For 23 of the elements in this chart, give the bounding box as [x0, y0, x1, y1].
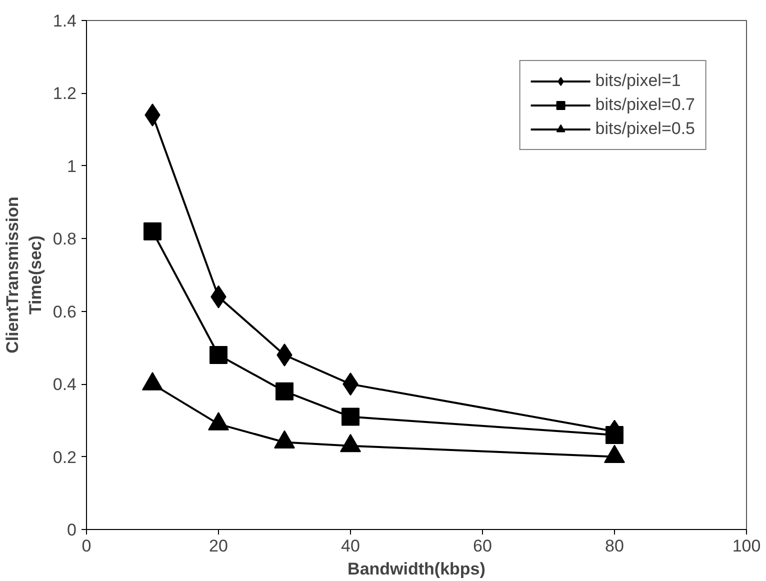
x-tick-label: 60 — [473, 536, 492, 556]
y-tick-label: 0.8 — [52, 230, 77, 249]
point — [144, 222, 162, 240]
x-tick-label: 0 — [82, 536, 92, 556]
y-tick-label: 1.4 — [52, 12, 77, 30]
x-tick-label: 100 — [732, 536, 761, 556]
y-tick-label: 0 — [67, 520, 77, 540]
y-tick-label: 0.2 — [52, 448, 77, 467]
y-tick-label: 0.6 — [52, 302, 77, 322]
y-axis-title: ClientTransmission Time(sec) — [3, 196, 45, 354]
y-tick-label: 1.2 — [52, 84, 77, 104]
x-tick-label: 20 — [209, 536, 228, 556]
point — [276, 382, 294, 400]
point — [342, 408, 360, 426]
x-tick-label: 40 — [341, 536, 360, 556]
legend-label: bits/pixel=0.5 — [595, 119, 695, 139]
legend-label: bits/pixel=1 — [595, 71, 681, 91]
x-axis-title: Bandwidth(kbps) — [348, 560, 486, 578]
legend-label: bits/pixel=0.7 — [595, 95, 695, 115]
y-tick-label: 1 — [67, 156, 77, 176]
y-tick-label: 0.4 — [52, 375, 77, 394]
x-tick-label: 80 — [605, 536, 624, 556]
point — [210, 346, 228, 364]
